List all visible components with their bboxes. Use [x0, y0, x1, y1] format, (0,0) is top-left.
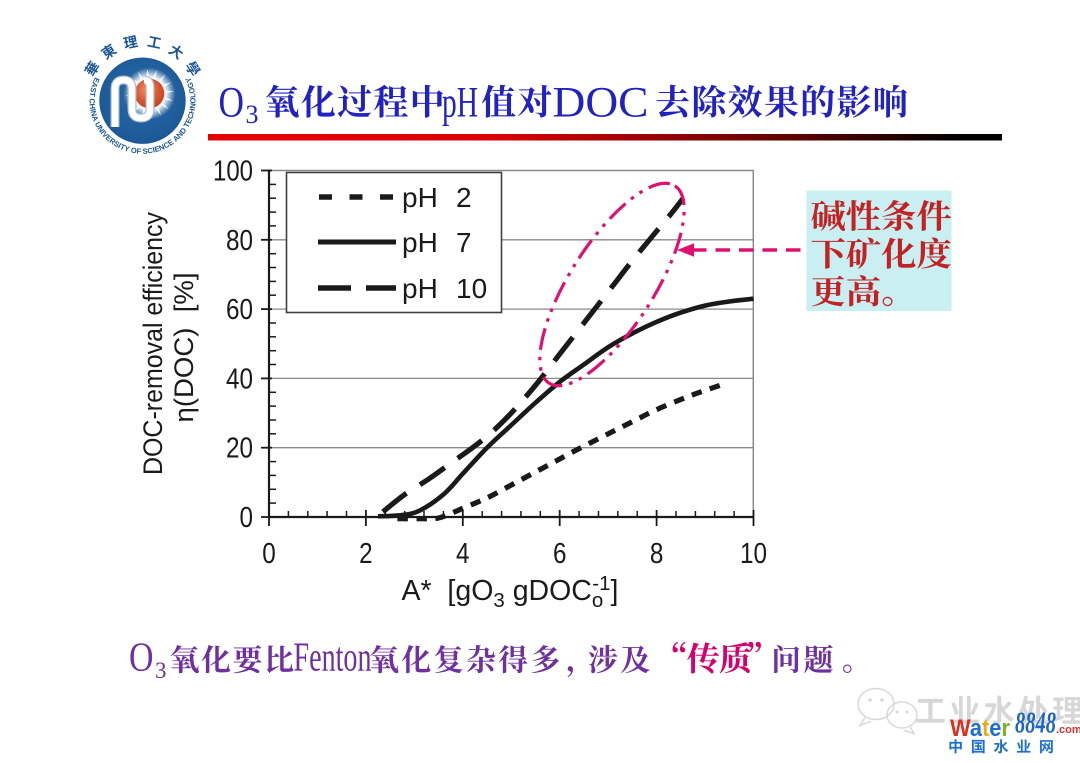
svg-text:Water: Water	[950, 715, 1010, 742]
svg-text:DOC-removal efficiency: DOC-removal efficiency	[138, 211, 168, 475]
svg-text:O: O	[129, 634, 154, 680]
svg-text:3: 3	[246, 100, 259, 129]
svg-text:8: 8	[650, 538, 664, 570]
svg-text:DOC: DOC	[553, 80, 649, 127]
svg-text:pH: pH	[402, 273, 438, 304]
svg-text:100: 100	[213, 156, 253, 188]
svg-text:4: 4	[456, 538, 470, 570]
svg-text:Fenton: Fenton	[294, 634, 372, 680]
svg-text:pH: pH	[442, 80, 478, 127]
svg-text:η(DOC) [%]: η(DOC) [%]	[169, 273, 199, 423]
svg-text:80: 80	[226, 225, 253, 257]
svg-text:6: 6	[553, 538, 567, 570]
svg-text:2: 2	[456, 182, 472, 213]
svg-text:60: 60	[226, 294, 253, 326]
svg-text:0: 0	[262, 538, 276, 570]
svg-text:40: 40	[226, 363, 253, 395]
svg-text:2: 2	[359, 538, 373, 570]
svg-text:pH: pH	[402, 182, 438, 213]
svg-text:0: 0	[240, 502, 254, 534]
svg-text:10: 10	[456, 273, 487, 304]
svg-text:O: O	[219, 80, 245, 127]
svg-text:10: 10	[740, 538, 767, 570]
svg-text:8848: 8848	[1015, 705, 1056, 740]
svg-text:20: 20	[226, 433, 253, 465]
svg-text:7: 7	[456, 227, 472, 258]
svg-text:A* [gO3 gDOCo-1]: A* [gO3 gDOCo-1]	[402, 572, 619, 612]
svg-text:pH: pH	[402, 227, 438, 258]
svg-text:3: 3	[155, 658, 167, 683]
svg-text:.com: .com	[1056, 724, 1080, 736]
